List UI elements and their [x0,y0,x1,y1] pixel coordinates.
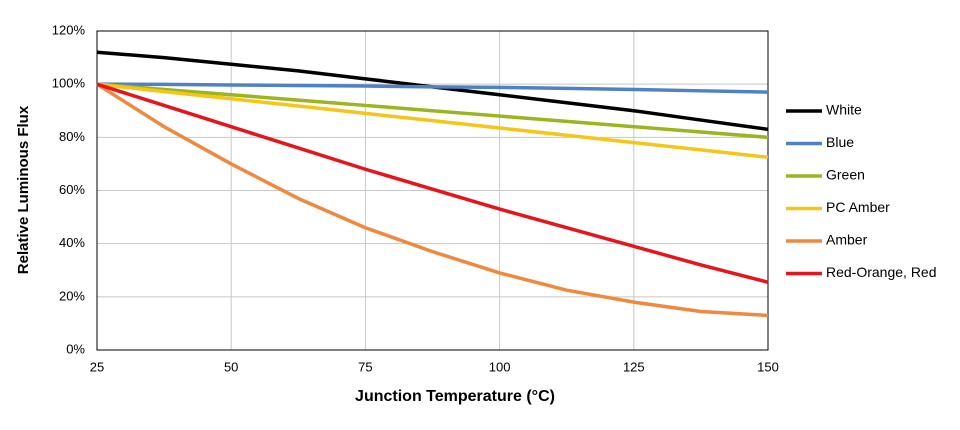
y-tick-label: 40% [59,235,85,250]
y-tick-label: 100% [52,76,86,91]
legend-label: White [826,102,862,118]
x-tick-label: 50 [224,359,238,374]
legend-label: Red-Orange, Red [826,264,937,280]
series-line [96,82,769,318]
x-tick-label: 75 [358,359,372,374]
legend-label: PC Amber [826,199,890,215]
series-line [96,82,769,94]
x-tick-label: 125 [623,359,645,374]
series-line [96,82,769,284]
series-line [96,82,769,160]
x-tick-label: 150 [757,359,779,374]
y-tick-label: 0% [66,341,85,356]
x-axis-title: Junction Temperature (°C) [355,388,555,405]
legend-label: Green [826,167,865,183]
legend-label: Amber [826,232,868,248]
y-tick-label: 20% [59,288,85,303]
x-tick-label: 25 [90,359,104,374]
y-axis-title: Relative Luminous Flux [15,105,32,274]
y-tick-label: 60% [59,182,85,197]
legend-label: Blue [826,134,854,150]
y-tick-label: 120% [52,22,86,37]
series-line [96,82,769,140]
plot-border [96,30,769,351]
y-tick-label: 80% [59,129,85,144]
x-tick-label: 100 [489,359,511,374]
